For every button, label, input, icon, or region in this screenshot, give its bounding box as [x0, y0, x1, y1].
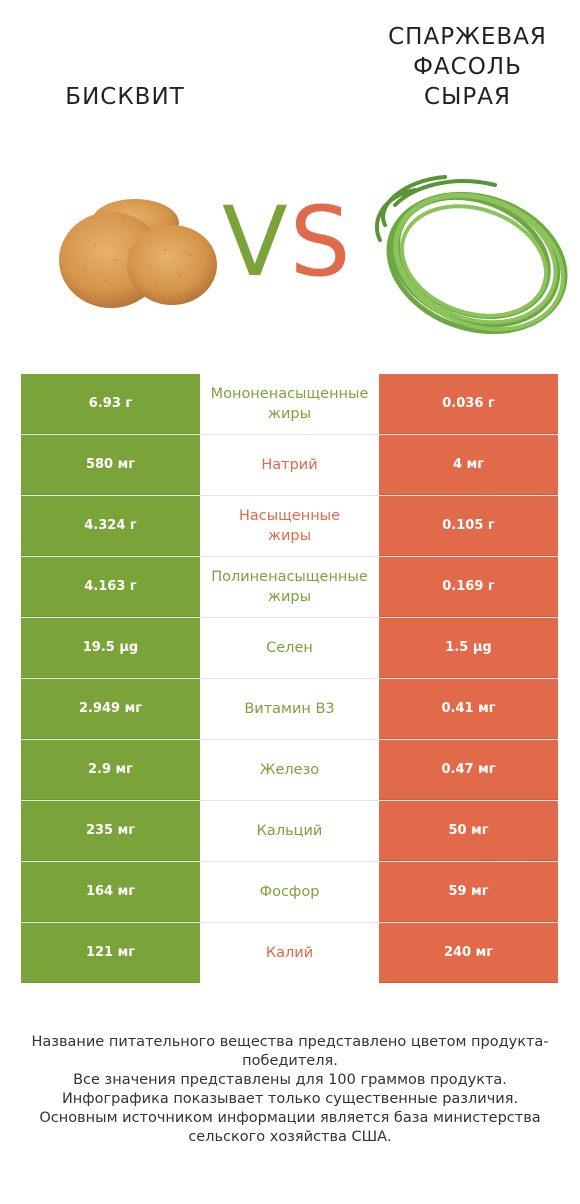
- nutrient-name-cell: Калий: [200, 923, 379, 983]
- nutrient-name-cell: Железо: [200, 740, 379, 800]
- nutrient-label: Витамин B3: [244, 701, 335, 717]
- right-value-cell: 0.036 г: [379, 374, 558, 434]
- table-row: 19.5 µg Селен 1.5 µg: [21, 618, 558, 679]
- nutrient-label: Кальций: [256, 823, 323, 839]
- table-row: 4.163 г Полиненасыщенные жиры 0.169 г: [21, 557, 558, 618]
- footer-line: Основным источником информации является …: [39, 1110, 541, 1145]
- right-value-cell: 0.41 мг: [379, 679, 558, 739]
- table-row: 235 мг Кальций 50 мг: [21, 801, 558, 862]
- left-value-cell: 6.93 г: [21, 374, 200, 434]
- nutrient-label: Железо: [259, 762, 320, 778]
- vs-s: S: [289, 186, 353, 298]
- footer-line: Название питательного вещества представл…: [31, 1034, 549, 1069]
- left-value-cell: 235 мг: [21, 801, 200, 861]
- footer-notes: Название питательного вещества представл…: [10, 1033, 570, 1147]
- nutrient-name-cell: Насыщенные жиры: [200, 496, 379, 556]
- right-value-cell: 0.47 мг: [379, 740, 558, 800]
- nutrient-label: Насыщенные жиры: [238, 508, 341, 544]
- vs-v: V: [222, 186, 290, 298]
- right-value-cell: 240 мг: [379, 923, 558, 983]
- nutrient-label: Селен: [266, 640, 313, 656]
- nutrient-label: Фосфор: [259, 884, 320, 900]
- asparagus-bean-image: [355, 165, 575, 345]
- nutrient-name-cell: Кальций: [200, 801, 379, 861]
- left-value-cell: 4.163 г: [21, 557, 200, 617]
- left-value-cell: 580 мг: [21, 435, 200, 495]
- left-product-title: БИСКВИТ: [65, 84, 185, 110]
- nutrient-name-cell: Полиненасыщенные жиры: [200, 557, 379, 617]
- right-product-title: СПАРЖЕВАЯ ФАСОЛЬ СЫРАЯ: [388, 24, 547, 110]
- left-value-cell: 2.949 мг: [21, 679, 200, 739]
- nutrient-name-cell: Натрий: [200, 435, 379, 495]
- footer-line: Инфографика показывает только существенн…: [61, 1091, 519, 1107]
- nutrient-name-cell: Витамин B3: [200, 679, 379, 739]
- left-value-cell: 164 мг: [21, 862, 200, 922]
- right-value-cell: 1.5 µg: [379, 618, 558, 678]
- vs-label: VS: [222, 192, 353, 292]
- table-row: 2.949 мг Витамин B3 0.41 мг: [21, 679, 558, 740]
- table-row: 2.9 мг Железо 0.47 мг: [21, 740, 558, 801]
- right-value-cell: 0.169 г: [379, 557, 558, 617]
- nutrient-label: Натрий: [261, 457, 318, 473]
- table-row: 6.93 г Мононенасыщенные жиры 0.036 г: [21, 374, 558, 435]
- right-value-cell: 0.105 г: [379, 496, 558, 556]
- nutrient-name-cell: Мононенасыщенные жиры: [200, 374, 379, 434]
- right-value-cell: 59 мг: [379, 862, 558, 922]
- left-value-cell: 121 мг: [21, 923, 200, 983]
- table-row: 4.324 г Насыщенные жиры 0.105 г: [21, 496, 558, 557]
- comparison-table: 6.93 г Мононенасыщенные жиры 0.036 г 580 мг…: [21, 374, 558, 983]
- left-value-cell: 19.5 µg: [21, 618, 200, 678]
- left-value-cell: 2.9 мг: [21, 740, 200, 800]
- right-value-cell: 4 мг: [379, 435, 558, 495]
- nutrient-label: Мононенасыщенные жиры: [210, 386, 369, 422]
- nutrient-label: Полиненасыщенные жиры: [211, 569, 368, 605]
- nutrient-name-cell: Фосфор: [200, 862, 379, 922]
- biscuit-image: [55, 190, 225, 315]
- footer-line: Все значения представлены для 100 граммо…: [73, 1072, 507, 1088]
- right-value-cell: 50 мг: [379, 801, 558, 861]
- table-row: 164 мг Фосфор 59 мг: [21, 862, 558, 923]
- left-value-cell: 4.324 г: [21, 496, 200, 556]
- table-row: 580 мг Натрий 4 мг: [21, 435, 558, 496]
- nutrient-label: Калий: [265, 945, 314, 961]
- table-row: 121 мг Калий 240 мг: [21, 923, 558, 983]
- nutrient-name-cell: Селен: [200, 618, 379, 678]
